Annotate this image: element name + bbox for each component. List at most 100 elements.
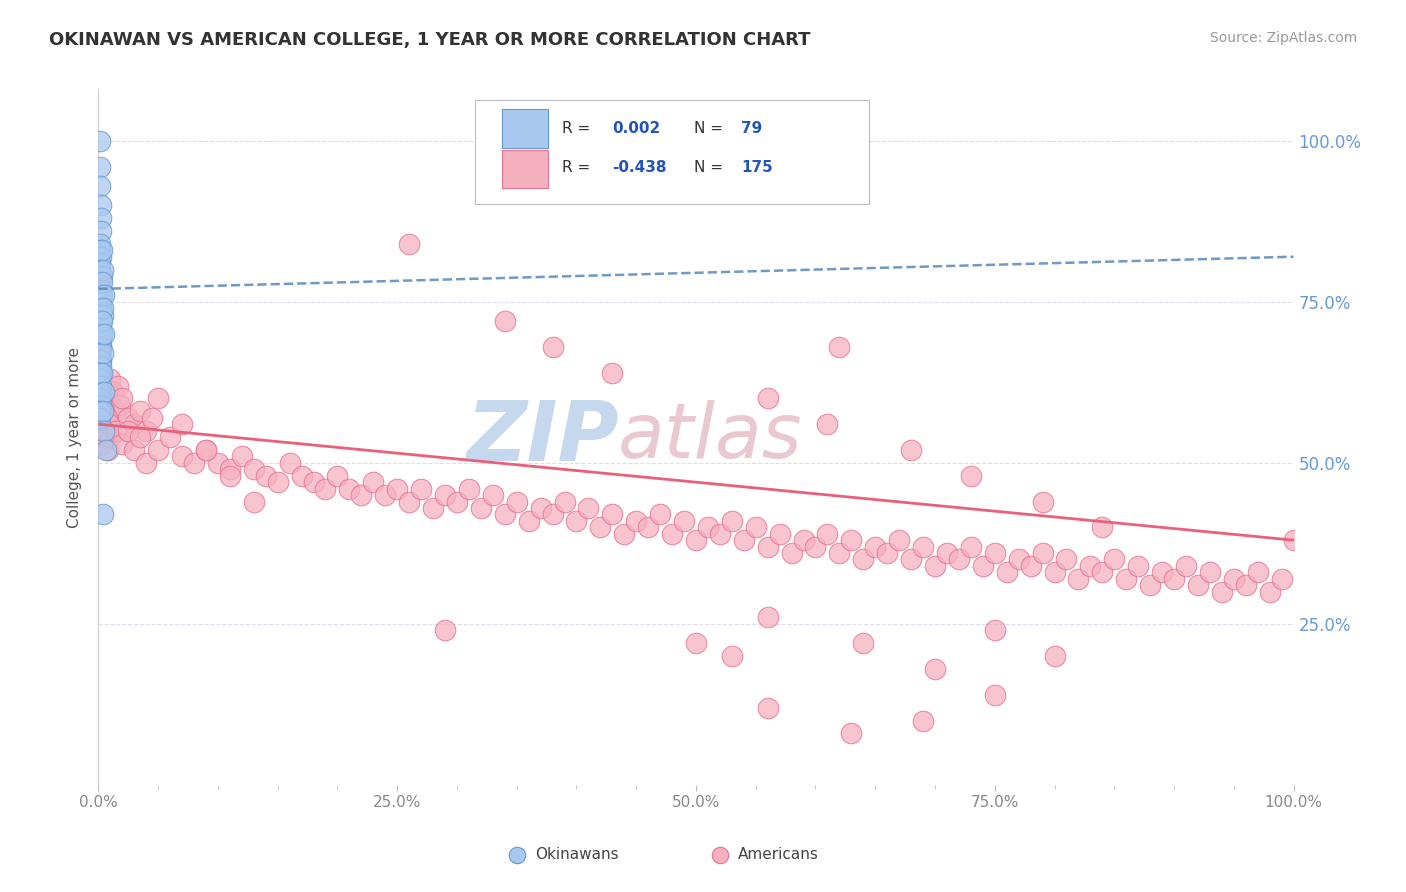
Point — [613, 526, 636, 541]
Point — [398, 494, 420, 508]
Text: N =: N = — [693, 161, 723, 176]
Point — [1091, 566, 1114, 580]
Point — [89, 256, 111, 270]
Text: Okinawans: Okinawans — [534, 847, 619, 862]
Point — [1152, 566, 1174, 580]
Point — [756, 610, 779, 624]
Point — [89, 134, 111, 148]
Point — [984, 624, 1007, 638]
Point — [91, 366, 114, 380]
Point — [89, 340, 111, 354]
Point — [183, 456, 205, 470]
Point — [89, 314, 111, 328]
Point — [98, 398, 121, 412]
Point — [111, 436, 134, 450]
Point — [89, 378, 111, 392]
Point — [506, 494, 529, 508]
Point — [267, 475, 290, 490]
Y-axis label: College, 1 year or more: College, 1 year or more — [67, 347, 83, 527]
Point — [995, 566, 1018, 580]
Point — [90, 320, 112, 334]
Point — [1104, 552, 1126, 566]
Point — [91, 276, 114, 290]
Point — [89, 288, 111, 302]
Point — [90, 352, 112, 367]
Point — [865, 540, 887, 554]
Point — [1139, 578, 1161, 592]
Point — [924, 558, 946, 573]
Point — [852, 552, 875, 566]
Point — [98, 372, 122, 386]
Point — [90, 250, 112, 264]
Point — [721, 514, 744, 528]
Point — [481, 488, 505, 502]
Point — [89, 346, 111, 360]
Point — [207, 456, 229, 470]
Point — [135, 456, 157, 470]
Point — [709, 526, 731, 541]
Point — [385, 482, 409, 496]
Point — [89, 326, 111, 341]
Point — [93, 424, 115, 438]
Point — [98, 430, 122, 444]
Point — [89, 244, 111, 258]
Point — [89, 314, 111, 328]
Text: R =: R = — [562, 120, 591, 136]
Point — [422, 500, 444, 515]
Point — [434, 624, 457, 638]
Point — [554, 494, 576, 508]
Point — [93, 404, 115, 418]
Point — [89, 352, 111, 367]
Point — [91, 262, 114, 277]
Point — [960, 468, 983, 483]
Point — [1043, 649, 1066, 664]
Point — [91, 398, 114, 412]
Point — [602, 366, 624, 380]
Point — [745, 520, 768, 534]
Point — [172, 417, 194, 432]
Point — [111, 392, 134, 406]
Point — [91, 404, 114, 418]
Point — [195, 442, 218, 457]
Point — [117, 410, 139, 425]
Point — [1056, 552, 1078, 566]
Point — [90, 198, 112, 212]
Point — [129, 404, 152, 418]
Point — [1223, 572, 1246, 586]
Point — [733, 533, 755, 548]
Point — [89, 352, 111, 367]
Point — [98, 417, 121, 432]
Point — [96, 410, 118, 425]
Text: ZIP: ZIP — [465, 397, 619, 477]
Point — [93, 384, 115, 399]
Point — [302, 475, 325, 490]
Point — [90, 378, 112, 392]
Point — [91, 308, 114, 322]
Point — [1043, 566, 1066, 580]
Point — [89, 326, 111, 341]
Point — [141, 410, 163, 425]
Point — [1091, 520, 1114, 534]
Point — [326, 468, 349, 483]
Point — [96, 410, 118, 425]
Point — [90, 301, 112, 316]
Point — [172, 450, 194, 464]
Text: Americans: Americans — [738, 847, 818, 862]
Point — [89, 359, 111, 374]
Point — [721, 649, 744, 664]
Point — [780, 546, 803, 560]
Point — [254, 468, 277, 483]
Point — [124, 442, 146, 457]
Point — [89, 410, 111, 425]
Point — [852, 636, 875, 650]
Point — [93, 326, 115, 341]
Point — [104, 404, 127, 418]
Text: OKINAWAN VS AMERICAN COLLEGE, 1 YEAR OR MORE CORRELATION CHART: OKINAWAN VS AMERICAN COLLEGE, 1 YEAR OR … — [49, 31, 811, 49]
Point — [90, 268, 112, 283]
Point — [90, 282, 112, 296]
Point — [91, 346, 114, 360]
Point — [1187, 578, 1209, 592]
Point — [219, 468, 242, 483]
Point — [89, 276, 111, 290]
Point — [89, 404, 111, 418]
